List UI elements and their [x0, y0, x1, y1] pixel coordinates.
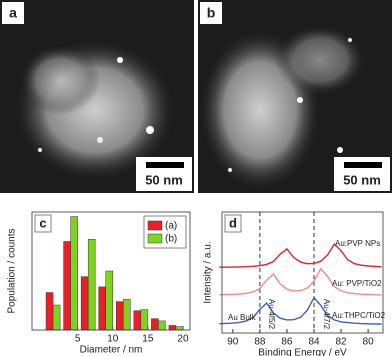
- annotation: Au-4f7/2: [322, 299, 331, 330]
- panel-label: c: [39, 215, 46, 230]
- spectrum-line: [219, 242, 382, 268]
- bar: [52, 304, 61, 331]
- x-tick-label: 84: [308, 337, 320, 348]
- legend-swatch: [147, 220, 163, 231]
- x-tick-label: 86: [281, 337, 293, 348]
- panel-label: d: [229, 215, 237, 230]
- image-a: a 50 nm: [0, 0, 194, 193]
- legend-swatch: [147, 233, 163, 244]
- bar: [133, 310, 142, 331]
- scale-bar-label: 50 nm: [343, 172, 381, 187]
- annotation: Au:PVP NPs: [335, 239, 380, 248]
- bar: [70, 216, 78, 331]
- x-tick-label: 5: [75, 334, 81, 345]
- bar: [175, 326, 184, 331]
- bar: [168, 325, 177, 331]
- panel-label: a: [9, 5, 17, 21]
- legend-label: (b): [165, 234, 177, 245]
- bar: [87, 238, 96, 331]
- scale-bar-label: 50 nm: [145, 172, 183, 187]
- x-tick-label: 10: [107, 334, 119, 345]
- plot-frame: [221, 211, 384, 334]
- x-tick-label: 90: [227, 337, 239, 348]
- spectrum-line: [219, 267, 382, 296]
- bar: [80, 276, 89, 331]
- panel-label-box: [34, 214, 52, 233]
- annotation: Au:THPC/TiO2: [332, 311, 386, 320]
- x-tick-label: 82: [335, 337, 347, 348]
- annotation: Au Bulk: [228, 313, 257, 322]
- y-axis-label: Population / counts: [7, 228, 18, 313]
- bar: [151, 318, 159, 331]
- x-tick-label: 20: [177, 334, 189, 345]
- panel-label: b: [207, 5, 216, 21]
- annotation: Au-4f5/2: [267, 299, 276, 330]
- bar: [158, 320, 166, 331]
- x-tick-label: 80: [363, 337, 375, 348]
- spectrum-line: [219, 296, 382, 325]
- legend-label: (a): [165, 221, 177, 232]
- plot-frame: [31, 211, 191, 331]
- bar: [45, 292, 54, 331]
- bar: [123, 299, 131, 331]
- y-axis-label: Intensity / a.u.: [203, 241, 214, 303]
- x-axis-label: Binding Energy / eV: [258, 348, 347, 356]
- bar: [105, 270, 114, 331]
- image-b: b 50 nm: [198, 0, 392, 193]
- bar: [63, 241, 71, 331]
- bar: [98, 286, 106, 331]
- annotation: Au: PVP/TiO2: [332, 279, 382, 288]
- bar: [140, 309, 149, 331]
- x-axis-label: Diameter / nm: [80, 345, 143, 356]
- x-tick-label: 15: [142, 334, 154, 345]
- x-tick-label: 88: [254, 337, 266, 348]
- bar: [116, 301, 124, 331]
- panel-label-box: [224, 214, 242, 233]
